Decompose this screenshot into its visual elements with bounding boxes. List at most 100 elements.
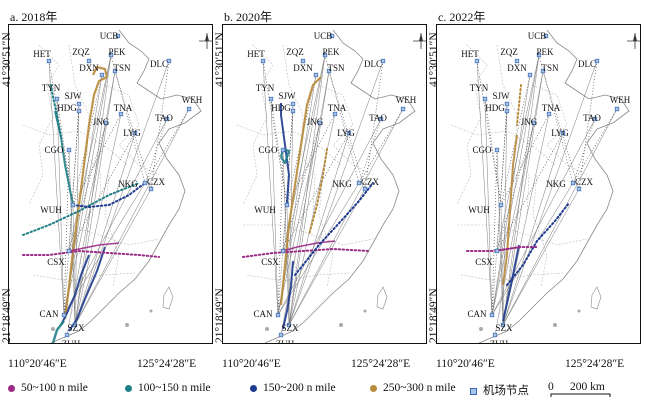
airway-route	[72, 204, 76, 326]
city-label: NKG	[332, 179, 352, 189]
legend-item: 150~200 n mile	[250, 382, 336, 394]
airway-route	[68, 54, 112, 252]
city-label: TNA	[542, 103, 561, 113]
city-label: LYG	[123, 128, 141, 138]
scale-zero-label: 0	[548, 381, 554, 393]
flight-trajectory	[51, 320, 65, 343]
airport-node-icon	[514, 58, 520, 64]
airway-route-dotted	[496, 122, 535, 252]
city-label: UCB	[100, 31, 119, 41]
city-label: NKG	[118, 179, 138, 189]
province-boundary	[246, 272, 350, 282]
city-label: DLC	[578, 59, 596, 69]
airport-node-icon	[46, 58, 52, 64]
city-label: CAN	[39, 309, 59, 319]
lat-top-label: 41°30′51″N	[214, 32, 226, 87]
airway-route	[491, 122, 535, 316]
airway-route-dotted	[476, 60, 502, 206]
airway-route-dotted	[491, 149, 498, 316]
airport-node-icon	[346, 130, 352, 136]
city-label: CAN	[253, 309, 273, 319]
island-dot	[51, 327, 55, 331]
province-boundary	[317, 84, 374, 176]
airway-route	[288, 54, 326, 326]
city-label: WEH	[396, 95, 417, 105]
island-dot	[363, 309, 367, 313]
city-label: CSX	[47, 257, 65, 267]
legend-swatch	[125, 384, 132, 392]
city-label: HET	[247, 49, 265, 59]
flight-trajectory	[502, 134, 518, 286]
city-label: JNG	[307, 117, 324, 127]
airway-route-dotted	[110, 54, 146, 184]
city-label: CGO	[44, 145, 64, 155]
province-boundary	[318, 174, 334, 288]
airway-route	[496, 54, 540, 252]
airport-node-icon	[54, 96, 60, 102]
airway-route-dotted	[328, 70, 366, 190]
city-label: PEK	[322, 47, 340, 57]
airport-node-icon	[594, 58, 600, 64]
map-panel-2022: c. 2022年 UCB HET ZQZ PEK DXN TSN DLC TYN SJW HDG T…	[436, 8, 641, 344]
airway-route	[74, 54, 112, 326]
airway-route	[502, 103, 508, 326]
airport-node-icon	[489, 312, 495, 318]
city-label: CGO	[472, 145, 492, 155]
scale-bar-line	[550, 393, 611, 397]
lat-top-label: 41°30′51″N	[1, 32, 13, 87]
airport-node-icon	[492, 332, 498, 338]
city-label: ZUH	[490, 339, 509, 344]
province-boundary	[496, 44, 530, 216]
province-boundary	[68, 44, 102, 216]
city-label: CAN	[467, 309, 487, 319]
flight-trajectory-dotted	[72, 182, 146, 209]
airport-node-icon	[164, 116, 170, 122]
airport-node-icon	[329, 33, 335, 39]
coastline	[264, 29, 416, 343]
legend-label: 100~150 n mile	[138, 382, 211, 394]
lon-left-label: 110°20′46″E	[222, 358, 281, 370]
airway-route	[74, 108, 190, 326]
airway-route	[491, 54, 540, 316]
flight-trajectory-dotted	[466, 246, 538, 252]
city-label: UCB	[528, 31, 547, 41]
city-label: TYN	[470, 83, 489, 93]
airport-node-icon	[543, 33, 549, 39]
airport-node-icon	[99, 72, 105, 78]
airway-route	[74, 188, 152, 326]
province-boundary	[450, 124, 556, 166]
airport-node-icon	[332, 111, 338, 117]
airport-node-icon	[260, 58, 266, 64]
lon-right-label: 125°24′28″E	[137, 358, 197, 370]
airway-route	[63, 54, 112, 316]
flight-trajectory-dotted	[22, 249, 160, 258]
lon-right-label: 125°24′28″E	[351, 358, 411, 370]
airway-route-dotted	[262, 60, 288, 206]
city-label: TYN	[256, 83, 275, 93]
airway-route	[74, 113, 122, 326]
city-label: JNG	[93, 117, 110, 127]
airport-node-icon	[378, 116, 384, 122]
island-dot	[149, 309, 153, 313]
airport-node-icon	[76, 101, 82, 107]
city-label: WUH	[468, 205, 490, 215]
city-label: NKG	[546, 179, 566, 189]
airport-node-icon	[504, 108, 510, 114]
north-arrow-head	[205, 33, 209, 41]
province-boundary	[29, 224, 160, 246]
airway-route	[288, 108, 404, 326]
city-label: CSX	[475, 257, 493, 267]
airport-node-icon	[474, 58, 480, 64]
airport-node-icon	[326, 68, 332, 74]
city-label: TAO	[369, 113, 387, 123]
airway-route	[74, 70, 116, 326]
city-label: DXN	[79, 63, 99, 73]
coastline	[50, 29, 202, 343]
city-label: SZX	[67, 323, 85, 333]
airport-node-icon	[86, 58, 92, 64]
flight-trajectory-dotted	[308, 148, 328, 236]
lat-bottom-label: 21°18′49″N	[428, 288, 440, 343]
airway-route	[48, 60, 65, 316]
airway-route-dotted	[72, 113, 122, 206]
